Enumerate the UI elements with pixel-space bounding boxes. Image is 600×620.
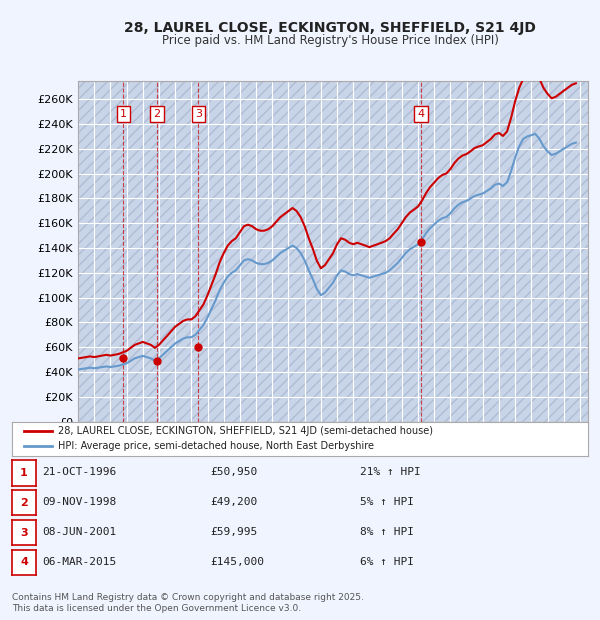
Text: 21-OCT-1996: 21-OCT-1996 [42,467,116,477]
Text: HPI: Average price, semi-detached house, North East Derbyshire: HPI: Average price, semi-detached house,… [58,441,374,451]
Text: 4: 4 [20,557,28,567]
Text: Contains HM Land Registry data © Crown copyright and database right 2025.
This d: Contains HM Land Registry data © Crown c… [12,593,364,613]
Text: 4: 4 [418,109,424,119]
Text: £49,200: £49,200 [210,497,257,507]
Text: 6% ↑ HPI: 6% ↑ HPI [360,557,414,567]
Text: £50,950: £50,950 [210,467,257,477]
Text: 1: 1 [120,109,127,119]
Text: £59,995: £59,995 [210,527,257,537]
Text: 28, LAUREL CLOSE, ECKINGTON, SHEFFIELD, S21 4JD (semi-detached house): 28, LAUREL CLOSE, ECKINGTON, SHEFFIELD, … [58,426,433,436]
Text: 2: 2 [20,498,28,508]
Text: 1: 1 [20,468,28,478]
Text: 5% ↑ HPI: 5% ↑ HPI [360,497,414,507]
Text: 3: 3 [195,109,202,119]
Text: 8% ↑ HPI: 8% ↑ HPI [360,527,414,537]
Text: Price paid vs. HM Land Registry's House Price Index (HPI): Price paid vs. HM Land Registry's House … [161,34,499,46]
Text: 28, LAUREL CLOSE, ECKINGTON, SHEFFIELD, S21 4JD: 28, LAUREL CLOSE, ECKINGTON, SHEFFIELD, … [124,21,536,35]
Text: 2: 2 [153,109,160,119]
Text: 3: 3 [20,528,28,538]
Text: £145,000: £145,000 [210,557,264,567]
Text: 09-NOV-1998: 09-NOV-1998 [42,497,116,507]
Text: 06-MAR-2015: 06-MAR-2015 [42,557,116,567]
Text: 08-JUN-2001: 08-JUN-2001 [42,527,116,537]
Text: 21% ↑ HPI: 21% ↑ HPI [360,467,421,477]
